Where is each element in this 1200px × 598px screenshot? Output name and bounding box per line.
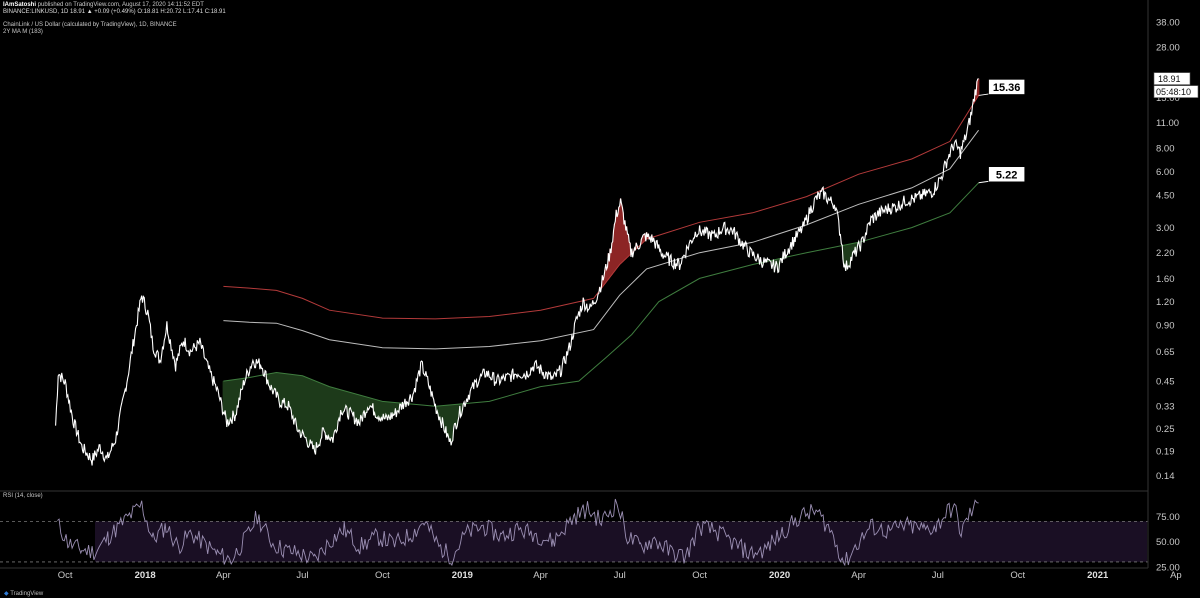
time-tick-label: 2021	[1087, 570, 1109, 581]
callout-label: 15.36	[993, 82, 1021, 94]
time-tick-label: Apr	[533, 570, 548, 581]
publish-info: published on TradingView.com, August 17,…	[36, 2, 204, 8]
time-tick-label: Apr	[216, 570, 231, 581]
callout-box	[988, 166, 1025, 183]
time-tick-label: 2018	[135, 570, 156, 581]
rsi-panel	[0, 490, 1148, 567]
price-tick-label: 8.00	[1156, 144, 1175, 155]
footer-brand: TradingView	[10, 591, 44, 597]
chart-lines	[55, 78, 980, 466]
last-price-value: 18.91	[1158, 74, 1181, 84]
rsi-tick-label: 75.00	[1156, 512, 1180, 523]
tradingview-logo: ◆ TradingView	[4, 590, 43, 597]
price-tick-label: 15.00	[1156, 93, 1180, 104]
rsi-tick-label: 50.00	[1156, 537, 1180, 548]
ma-line	[223, 182, 979, 407]
axes: 38.00 28.00 15.00 11.00 8.00 6.00 4.50 3.00 2.20…	[0, 0, 1182, 581]
price-tick-label: 28.00	[1156, 42, 1180, 53]
price-tick-label: 2.20	[1156, 248, 1175, 259]
above-band-fill	[582, 78, 980, 301]
rsi-label: RSI (14, close)	[3, 493, 43, 499]
price-line	[55, 78, 979, 466]
price-tick-label: 0.33	[1156, 402, 1175, 413]
price-tick-label: 0.45	[1156, 377, 1175, 388]
callout-label: 5.22	[996, 169, 1017, 181]
price-tick-label: 0.14	[1156, 471, 1175, 482]
price-tick-label: 0.65	[1156, 347, 1175, 358]
annotations: 18.91 05:48:10 15.36 5.22	[978, 72, 1199, 184]
mid-band-line	[223, 129, 980, 350]
time-tick-label: Oct	[375, 570, 390, 581]
price-tick-label: 11.00	[1156, 118, 1179, 129]
below-ma-fill	[222, 240, 865, 455]
price-tick-label: 1.60	[1156, 274, 1175, 285]
time-tick-label: Apr	[851, 570, 866, 581]
rsi-tick-label: 25.00	[1156, 563, 1180, 574]
chart-title: ChainLink / US Dollar (calculated by Tra…	[3, 22, 177, 28]
price-tick-label: 0.19	[1156, 446, 1175, 457]
callout-box	[988, 79, 1025, 95]
indicator-label: 2Y MA M (183)	[3, 29, 43, 35]
countdown-tag	[1153, 85, 1199, 98]
price-tick-label: 6.00	[1156, 167, 1175, 178]
symbol-line: BINANCE:LINKUSD, 1D 18.91 ▲ +0.09 (+0.49…	[3, 9, 226, 15]
price-tick-label: 38.00	[1156, 18, 1180, 29]
price-tick-label: 4.50	[1156, 190, 1175, 201]
time-tick-label: Jul	[614, 570, 626, 581]
rsi-band-bg	[95, 521, 1147, 562]
tv-logo-icon: ◆	[4, 591, 9, 597]
price-tick-label: 1.20	[1156, 297, 1175, 308]
time-tick-label: Oct	[692, 570, 707, 581]
time-tick-label: Oct	[1010, 570, 1025, 581]
rsi-line	[57, 498, 979, 567]
price-tick-label: 3.00	[1156, 223, 1175, 234]
time-tick-label: Jul	[296, 570, 308, 581]
time-tick-label: Jul	[932, 570, 944, 581]
last-price-tag	[1153, 72, 1191, 85]
countdown-value: 05:48:10	[1156, 87, 1191, 97]
publish-line: IAmSatoshi published on TradingView.com,…	[3, 2, 204, 9]
price-tick-label: 0.25	[1156, 424, 1175, 435]
time-tick-label: Oct	[58, 570, 73, 581]
time-tick-label: Ap	[1170, 570, 1182, 581]
band-fills	[222, 78, 980, 455]
upper-band-line	[223, 95, 980, 320]
author-name: IAmSatoshi	[3, 2, 37, 8]
time-tick-label: 2019	[452, 570, 473, 581]
time-tick-label: 2020	[769, 570, 790, 581]
price-tick-label: 0.90	[1156, 320, 1175, 331]
